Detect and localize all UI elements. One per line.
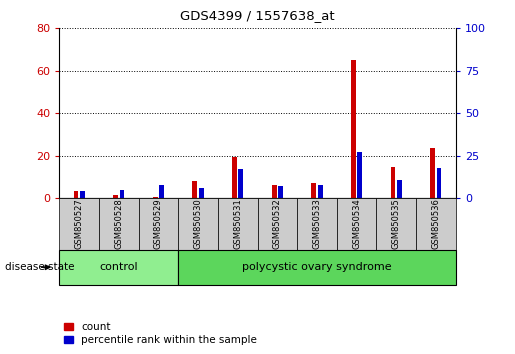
Bar [431,148,435,198]
Text: GSM850528: GSM850528 [114,199,123,249]
Text: disease state: disease state [5,262,75,272]
Text: GSM850536: GSM850536 [432,199,440,249]
Text: GSM850529: GSM850529 [154,199,163,249]
Bar [178,198,218,250]
Bar [391,167,396,198]
Bar [312,183,316,198]
Bar [258,198,297,250]
Bar [59,198,99,250]
Text: GSM850527: GSM850527 [75,199,83,249]
Bar [153,197,158,198]
Bar [193,181,197,198]
Bar [416,198,456,250]
Bar [99,198,139,250]
Bar [357,152,362,198]
Text: GSM850533: GSM850533 [313,199,321,249]
Text: GDS4399 / 1557638_at: GDS4399 / 1557638_at [180,9,335,22]
Bar [159,185,164,198]
Bar [178,250,456,285]
Text: polycystic ovary syndrome: polycystic ovary syndrome [242,262,392,272]
Bar [59,250,178,285]
Text: GSM850535: GSM850535 [392,199,401,249]
Bar [139,198,178,250]
Bar [272,185,277,198]
Bar [297,198,337,250]
Text: GSM850530: GSM850530 [194,199,202,249]
Text: GSM850532: GSM850532 [273,199,282,249]
Legend: count, percentile rank within the sample: count, percentile rank within the sample [64,322,257,345]
Bar [232,157,237,198]
Bar [218,198,258,250]
Bar [74,191,78,198]
Bar [113,195,118,198]
Bar [199,188,203,198]
Bar [119,190,124,198]
Bar [351,60,356,198]
Bar [238,169,243,198]
Bar [437,168,441,198]
Bar [376,198,416,250]
Bar [278,186,283,198]
Bar [318,185,322,198]
Bar [80,192,84,198]
Bar [337,198,376,250]
Text: GSM850531: GSM850531 [233,199,242,249]
Text: GSM850534: GSM850534 [352,199,361,249]
Text: control: control [99,262,138,272]
Bar [397,179,402,198]
